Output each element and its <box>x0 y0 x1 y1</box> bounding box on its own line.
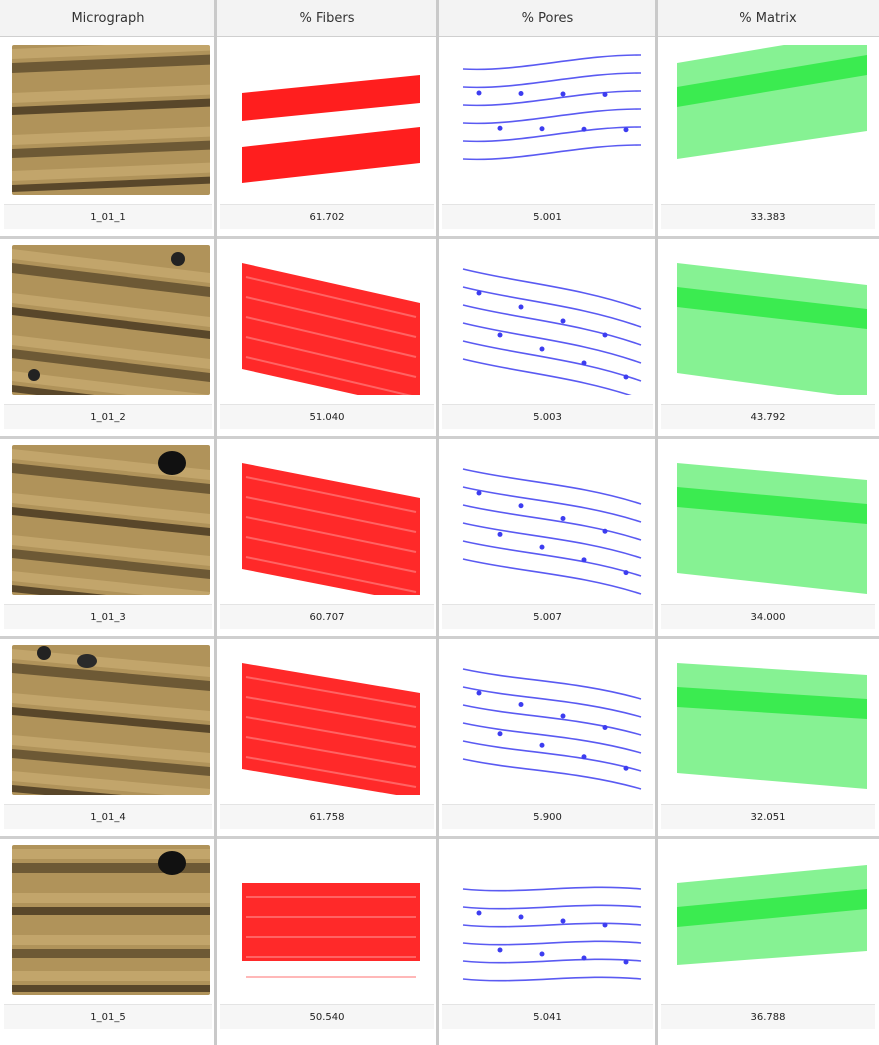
micrograph-image <box>12 45 210 195</box>
row-divider <box>0 436 879 439</box>
fiber-phase-map <box>228 445 426 595</box>
header-fibers: % Fibers <box>216 0 438 37</box>
matrix-value: 32.051 <box>661 804 875 829</box>
matrix-phase-map <box>669 645 867 795</box>
sample-label: 1_01_5 <box>4 1004 212 1029</box>
pores-value: 5.900 <box>442 804 653 829</box>
pores-value: 5.003 <box>442 404 653 429</box>
fiber-phase-map <box>228 845 426 995</box>
pore-phase-map <box>449 45 647 195</box>
fiber-phase-map <box>228 45 426 195</box>
sample-label: 1_01_2 <box>4 404 212 429</box>
matrix-value: 33.383 <box>661 204 875 229</box>
matrix-phase-map <box>669 445 867 595</box>
micrograph-image <box>12 245 210 395</box>
column-divider <box>214 0 217 1045</box>
pore-phase-map <box>449 245 647 395</box>
header-matrix: % Matrix <box>657 0 879 37</box>
pores-value: 5.007 <box>442 604 653 629</box>
sample-label: 1_01_3 <box>4 604 212 629</box>
fiber-phase-map <box>228 645 426 795</box>
fibers-value: 60.707 <box>220 604 434 629</box>
matrix-value: 36.788 <box>661 1004 875 1029</box>
row-divider <box>0 636 879 639</box>
micrograph-image <box>12 445 210 595</box>
micrograph-image <box>12 845 210 995</box>
column-divider <box>436 0 439 1045</box>
matrix-phase-map <box>669 245 867 395</box>
fibers-value: 61.702 <box>220 204 434 229</box>
fiber-phase-map <box>228 245 426 395</box>
fibers-value: 61.758 <box>220 804 434 829</box>
pores-value: 5.041 <box>442 1004 653 1029</box>
header-pores: % Pores <box>438 0 657 37</box>
sample-label: 1_01_1 <box>4 204 212 229</box>
fibers-value: 50.540 <box>220 1004 434 1029</box>
sample-label: 1_01_4 <box>4 804 212 829</box>
matrix-phase-map <box>669 45 867 195</box>
pore-phase-map <box>449 645 647 795</box>
row-divider <box>0 236 879 239</box>
column-divider <box>655 0 658 1045</box>
row-divider <box>0 836 879 839</box>
matrix-value: 43.792 <box>661 404 875 429</box>
header-micrograph: Micrograph <box>0 0 216 37</box>
matrix-value: 34.000 <box>661 604 875 629</box>
pore-phase-map <box>449 845 647 995</box>
matrix-phase-map <box>669 845 867 995</box>
pore-phase-map <box>449 445 647 595</box>
pores-value: 5.001 <box>442 204 653 229</box>
fibers-value: 51.040 <box>220 404 434 429</box>
micrograph-image <box>12 645 210 795</box>
